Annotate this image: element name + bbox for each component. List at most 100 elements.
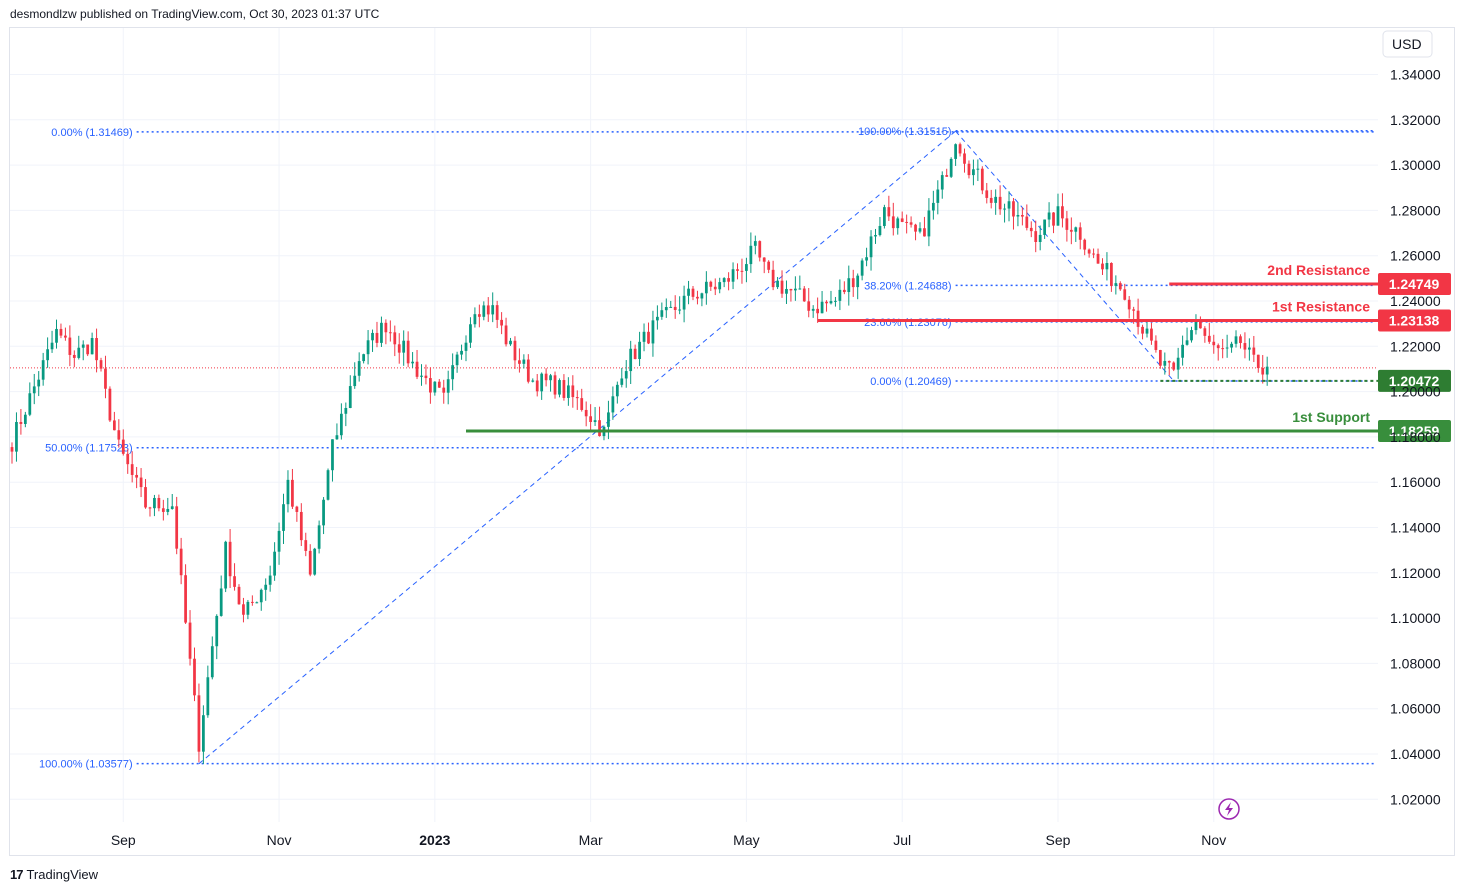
candle-body [940,175,944,190]
candle-body [1212,341,1216,346]
fib-level-label: 23.60% (1.23076) [864,317,951,329]
candle-body [255,602,259,604]
candle-body [313,548,317,575]
candle-body [851,278,855,288]
candle-body [32,386,36,394]
y-tick-label: 1.14000 [1390,520,1441,536]
price-tag-label: 1.20472 [1389,373,1440,389]
candle-body [749,245,753,265]
candle-body [633,348,637,360]
candle-body [1216,345,1220,349]
candle-body [731,269,735,282]
candle-body [967,163,971,176]
candle-body [366,340,370,355]
price-tag [1378,309,1451,332]
candle-body [19,421,23,424]
currency-box[interactable] [1382,30,1433,58]
candle-body [357,361,361,376]
currency-label: USD [1392,36,1422,52]
candle-body [59,328,63,336]
y-tick-label: 1.04000 [1390,746,1441,762]
candle-body [424,375,428,379]
candle-body [469,324,472,343]
candle-body [144,487,147,508]
candle-body [660,310,664,317]
candle-body [869,236,873,258]
candle-body [486,305,490,315]
candle-body [1190,330,1193,341]
candle-body [228,541,232,577]
candle-body [767,261,771,270]
candle-body [642,331,646,342]
candle-body [1025,216,1029,228]
candle-body [923,228,926,237]
candle-body [495,305,499,320]
candle-body [282,504,285,531]
candle-body [406,340,410,364]
candle-body [1181,344,1184,358]
candle-body [1038,234,1042,242]
candle-body [1020,215,1024,217]
candle-body [1069,229,1073,232]
x-tick-label: May [733,832,759,848]
level-label: 1st Support [1292,409,1370,425]
candle-body [500,319,503,326]
candle-body [1203,328,1207,336]
candle-body [388,332,392,334]
candle-body [1136,310,1140,327]
tradingview-brand[interactable]: 17 TradingView [10,867,98,882]
candle-body [72,354,76,358]
candle-body [451,365,455,380]
candle-body [535,380,539,392]
price-tag-label: 1.23138 [1389,313,1440,329]
candle-body [531,380,535,382]
candle-body [77,347,81,358]
candle-body [375,332,379,343]
candle-body [727,278,730,282]
candle-body [945,175,949,177]
candle-body [571,385,575,398]
candle-body [811,308,815,311]
chart-frame [9,27,1455,856]
y-tick-label: 1.30000 [1390,157,1441,173]
candle-body [215,615,219,647]
fib-level-label: 100.00% (1.03577) [39,759,133,771]
candle-body [384,322,388,333]
candle-body [135,474,139,478]
lightning-icon[interactable] [1218,798,1240,820]
candle-body [446,379,450,393]
candle-body [482,305,486,317]
price-tag [1378,369,1451,392]
candle-body [237,586,241,605]
trend-lines-layer [198,130,1175,765]
candle-body [580,398,584,410]
candle-body [669,306,673,308]
candle-body [544,373,548,381]
grid-layer [10,28,1378,822]
candle-body [1185,340,1189,345]
publisher-caption: desmondlzw published on TradingView.com,… [10,7,380,21]
x-tick-label: Nov [1201,832,1226,848]
candle-body [896,218,900,229]
candle-body [90,338,94,355]
candle-body [1230,343,1233,348]
candle-body [1034,231,1038,242]
candle-body [1239,336,1242,344]
candle-body [994,196,998,203]
candle-body [153,497,156,509]
candle-body [753,241,757,246]
candle-body [99,360,103,369]
candle-body [50,342,54,350]
candle-body [148,507,152,509]
candle-body [37,379,41,387]
price-tag-label: 1.24749 [1389,276,1440,292]
candle-body [1199,319,1202,329]
candle-body [188,622,192,659]
candle-body [958,144,962,154]
candle-body [335,435,339,440]
candle-body [1127,299,1131,310]
candle-body [891,216,895,229]
candle-body [1110,262,1113,286]
candle-body [664,307,668,311]
